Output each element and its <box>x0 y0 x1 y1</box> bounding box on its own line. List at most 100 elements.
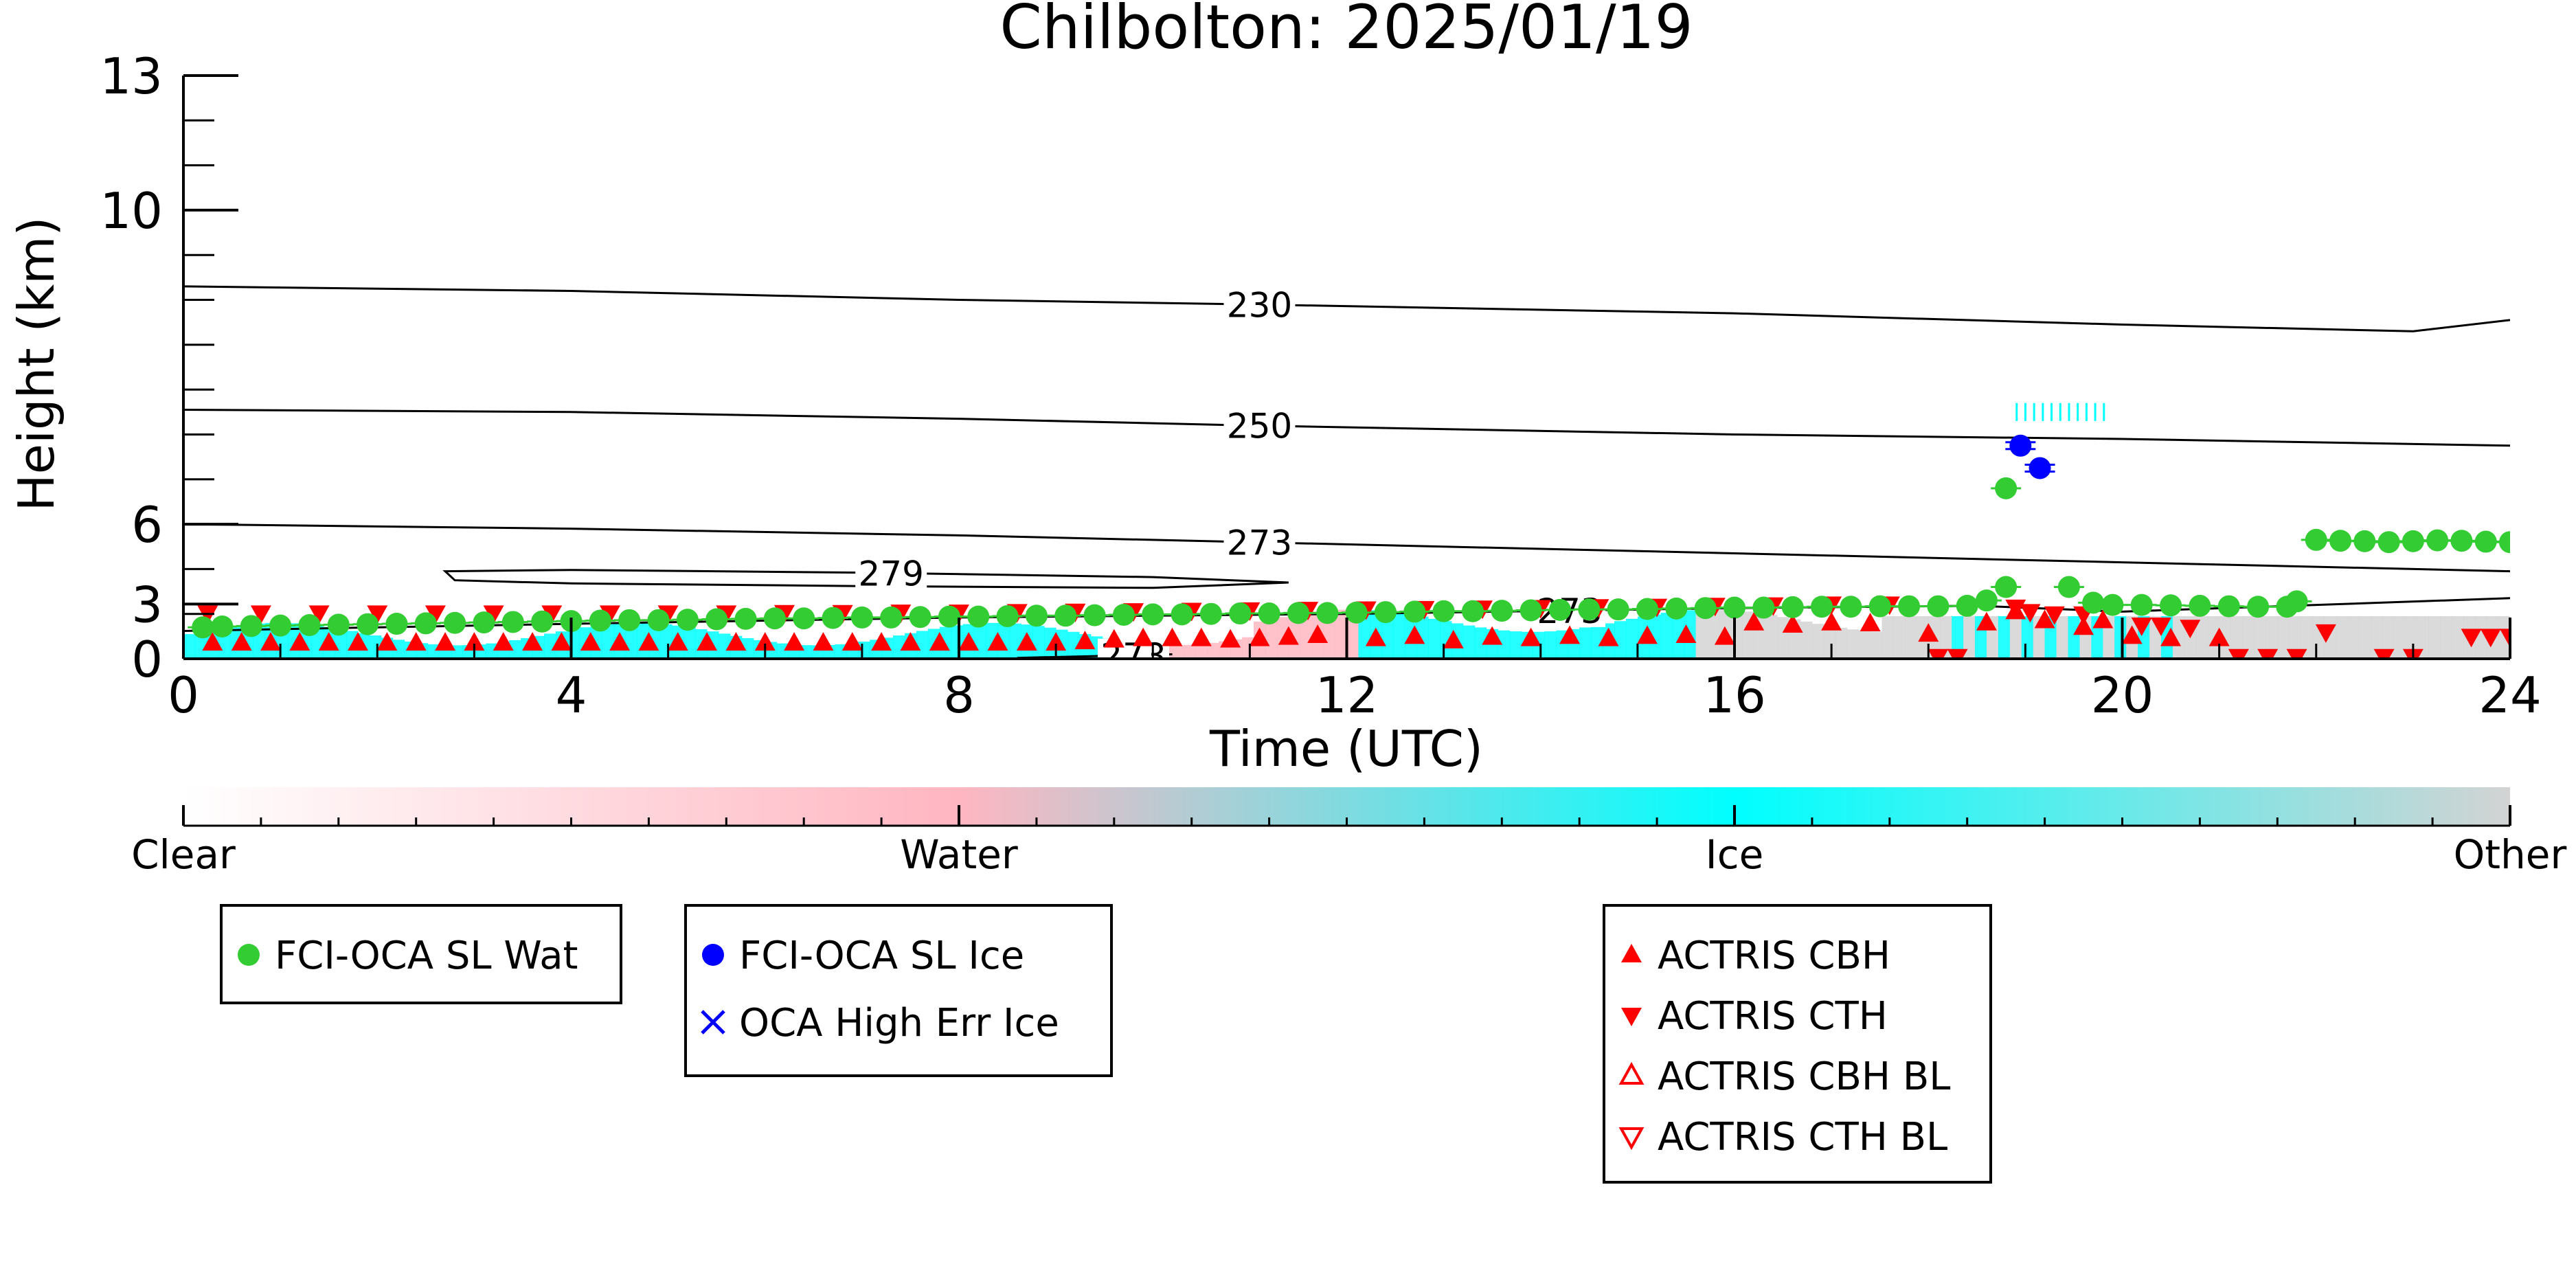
legend-marker <box>1618 1127 1645 1151</box>
fci-oca-wat-point <box>2377 531 2400 554</box>
mask-cell <box>1462 625 1476 659</box>
mask-cell <box>2114 615 2127 659</box>
mask-cell <box>1195 644 1208 659</box>
actris-cth-point <box>2228 648 2249 659</box>
fci-oca-wat-point <box>676 609 699 631</box>
fci-oca-wat-point <box>2474 530 2497 553</box>
actris-cbh-point <box>2121 625 2143 644</box>
actris-cbh-point <box>1278 626 1299 645</box>
observations <box>188 434 2510 659</box>
mask-cell <box>486 643 498 659</box>
colorbar-label: Ice <box>1706 831 1764 878</box>
actris-cbh-point <box>405 632 427 651</box>
mask-cell <box>776 643 789 659</box>
fci-oca-wat-point <box>1636 598 1658 620</box>
mask-cell <box>2277 615 2290 659</box>
fci-oca-wat-point <box>2450 530 2473 552</box>
colorbar-label: Clear <box>131 831 236 878</box>
mask-cell <box>1428 618 1440 659</box>
fci-oca-wat-point <box>1171 603 1193 626</box>
fci-oca-wat-point <box>1112 603 1135 626</box>
legend-label: FCI-OCA SL Ice <box>739 934 1024 978</box>
mask-cell <box>1393 613 1405 659</box>
actris-cbh-point <box>638 632 659 651</box>
actris-cbh-point <box>1103 629 1125 648</box>
fci-oca-wat-point <box>298 614 321 637</box>
mask-cell <box>1288 615 1301 659</box>
actris-cth-point <box>425 605 446 624</box>
mask-cell <box>1777 617 1789 659</box>
actris-cth-point <box>367 605 388 624</box>
fci-oca-wat-point <box>357 613 379 635</box>
mask-cell <box>1172 645 1184 659</box>
actris-cbh-point <box>1482 626 1503 645</box>
y-tick-label: 6 <box>131 496 163 554</box>
actris-cbh-point <box>464 632 485 651</box>
mask-cell <box>741 637 754 659</box>
fci-oca-wat-point <box>1956 594 1978 617</box>
actris-cbh-point <box>1976 611 1997 631</box>
mask-cell <box>392 640 405 659</box>
mask-cell <box>509 640 521 659</box>
fci-oca-wat-point <box>1752 596 1775 619</box>
legend-marker <box>1621 1008 1642 1026</box>
mask-cell <box>1846 629 1860 659</box>
actris-cbh-point <box>1365 627 1386 646</box>
colorbar-label: Water <box>900 831 1018 878</box>
actris-cbh-point <box>231 632 252 651</box>
fci-oca-wat-point <box>1491 600 1513 622</box>
actris-cth-point <box>1947 648 1968 659</box>
legend-marker <box>238 944 260 966</box>
mask-cell <box>2312 615 2325 659</box>
fci-oca-wat-point <box>1548 598 1571 621</box>
actris-cbh-point <box>2160 627 2182 646</box>
mask-cell <box>1207 642 1219 659</box>
fci-oca-wat-point <box>2426 529 2449 552</box>
actris-cbh-point <box>784 632 805 651</box>
fci-oca-wat-point <box>1995 477 2018 499</box>
actris-cbh-point <box>289 632 310 651</box>
y-axis-label: Height (km) <box>8 217 65 512</box>
mask-cell <box>1835 627 1848 659</box>
actris-cbh-point <box>1636 625 1658 644</box>
fci-oca-wat-point <box>2499 531 2510 554</box>
actris-cbh-point <box>929 632 950 651</box>
x-tick-label: 4 <box>556 666 587 724</box>
mask-cell <box>951 625 964 659</box>
fci-oca-wat-point <box>269 614 292 637</box>
fci-oca-wat-point <box>647 609 670 631</box>
mask-cell <box>2094 403 2097 421</box>
mask-cell <box>2207 615 2220 659</box>
legend-box <box>684 904 1113 1077</box>
actris-cbh-point <box>260 632 282 651</box>
fci-oca-wat-point <box>618 609 641 631</box>
mask-cell <box>1870 631 1883 659</box>
actris-cth-point <box>250 605 271 624</box>
actris-cbh-point <box>697 632 718 651</box>
mask-cell <box>1823 626 1836 659</box>
actris-cbh-point <box>1559 625 1581 644</box>
fci-oca-wat-point <box>967 605 990 628</box>
actris-cbh-point <box>1743 611 1765 631</box>
contour-line <box>183 523 2510 573</box>
mask-cell <box>2042 403 2044 421</box>
actris-cth-point <box>2480 629 2501 648</box>
mask-cell <box>335 629 347 659</box>
mask-cell <box>1707 609 1719 659</box>
mask-cell <box>2068 615 2080 659</box>
fci-oca-wat-point <box>1316 602 1339 624</box>
legend-label: ACTRIS CBH BL <box>1658 1054 1950 1099</box>
actris-cbh-point <box>958 632 980 651</box>
mask-cell <box>2382 615 2395 659</box>
mask-cell <box>2358 615 2371 659</box>
actris-cbh-point <box>871 632 892 651</box>
colorbar-label: Other <box>2454 831 2567 878</box>
mask-cell <box>2219 615 2232 659</box>
fci-oca-wat-point <box>1461 600 1484 622</box>
mask-cell <box>2440 615 2452 659</box>
contour-label-bg <box>855 556 927 590</box>
actris-cbh-point <box>522 632 543 651</box>
mask-cell <box>2498 615 2510 659</box>
contour-label: 273 <box>1227 523 1292 563</box>
